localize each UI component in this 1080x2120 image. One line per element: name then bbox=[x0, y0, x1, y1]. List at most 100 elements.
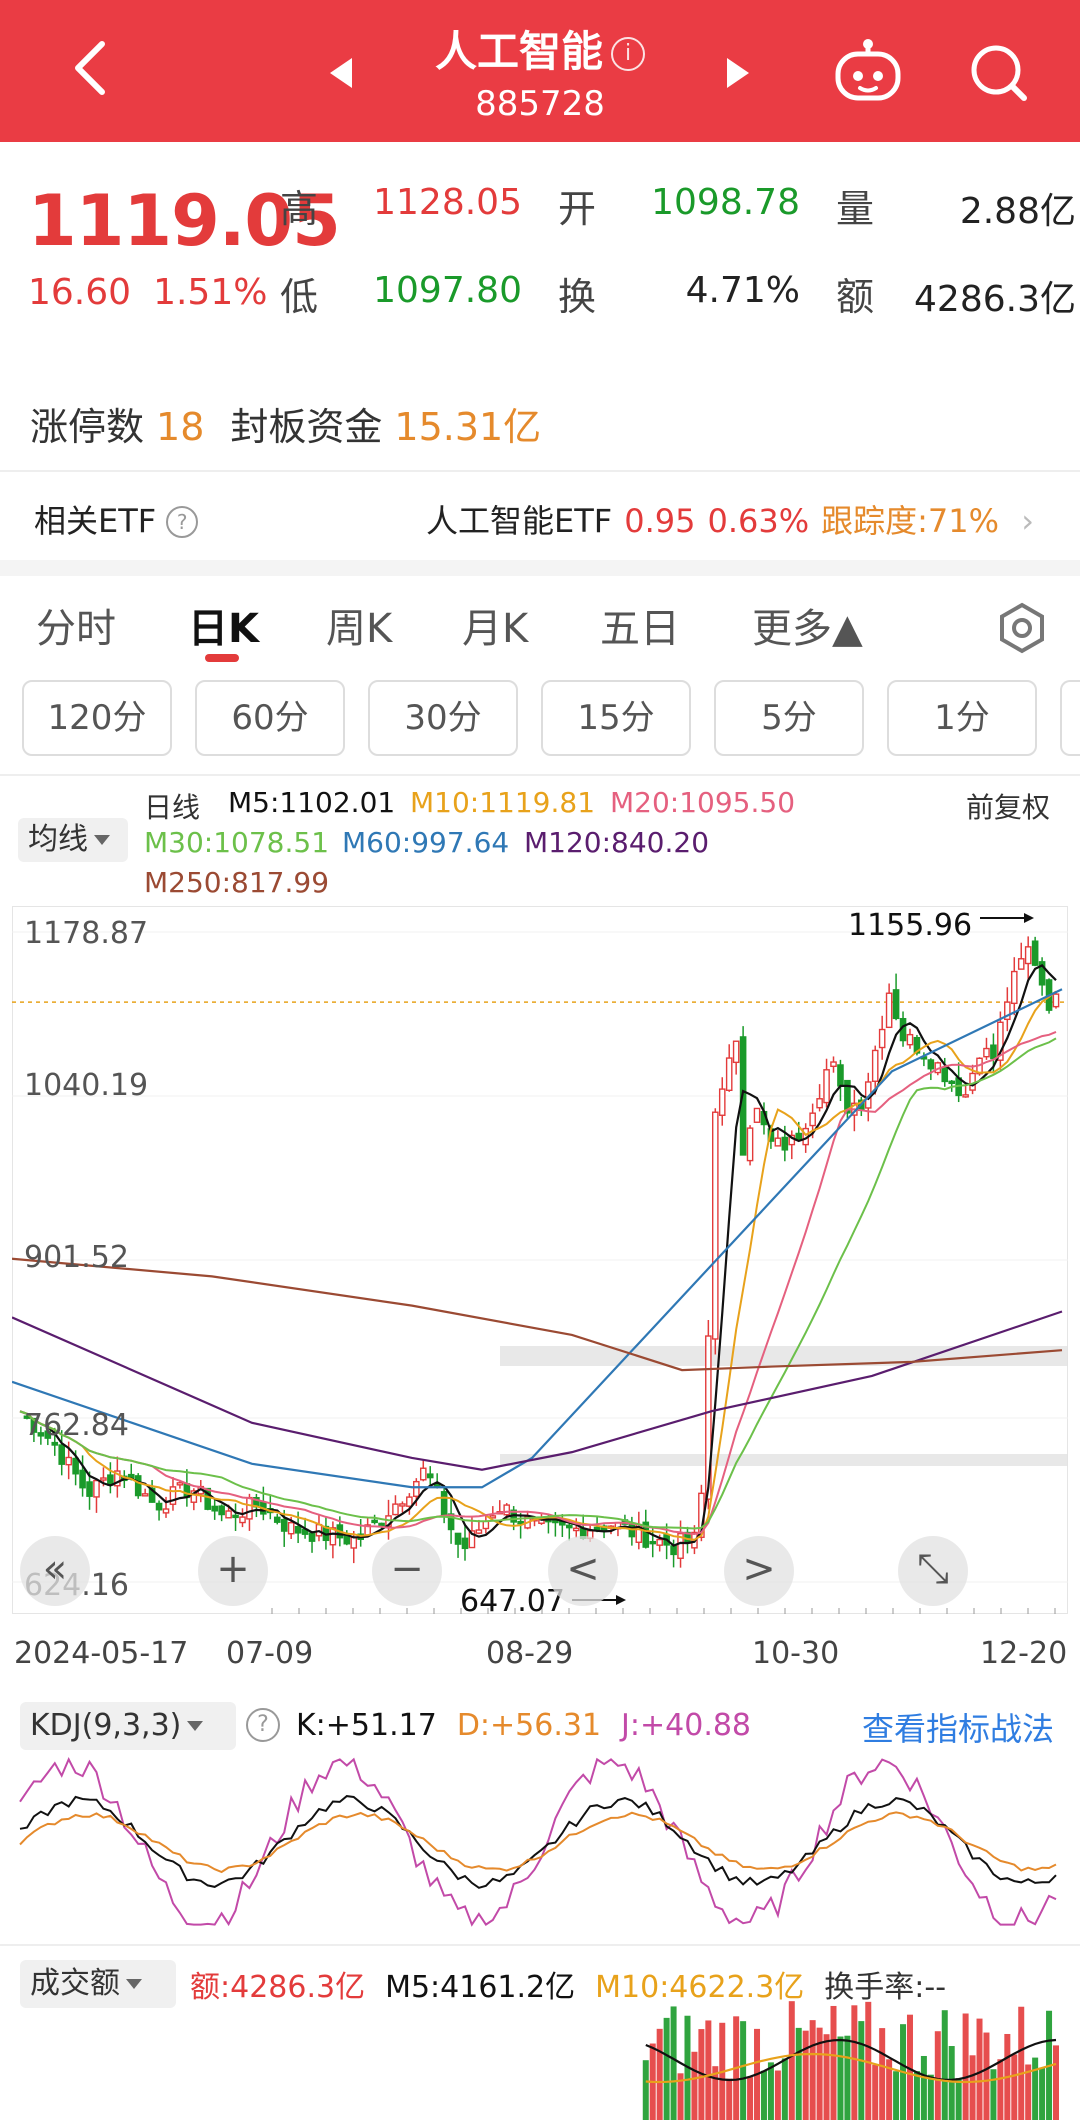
interval-120m[interactable]: 120分 bbox=[22, 680, 172, 756]
robot-assistant-icon[interactable] bbox=[832, 38, 904, 104]
candle-body bbox=[732, 1040, 740, 1064]
scroll-left-button[interactable]: < bbox=[548, 1536, 618, 1606]
ma20-line bbox=[19, 1030, 1057, 1536]
max-price-label: 1155.96 bbox=[848, 908, 973, 943]
ma250-value: M250:817.99 bbox=[144, 866, 330, 899]
kdj-values: K:+51.17 D:+56.31 J:+40.88 bbox=[296, 1708, 752, 1743]
dropdown-icon bbox=[187, 1721, 204, 1731]
zoom-in-button[interactable]: + bbox=[198, 1536, 268, 1606]
candle-body bbox=[225, 1510, 232, 1519]
volume-bar bbox=[726, 2078, 733, 2120]
scroll-right-button[interactable]: > bbox=[724, 1536, 794, 1606]
candle-body bbox=[1052, 993, 1060, 1008]
x-tick-label: 10-30 bbox=[752, 1636, 840, 1671]
candle-body bbox=[371, 1519, 378, 1524]
divider bbox=[0, 1944, 1080, 1946]
x-tick-label: 08-29 bbox=[486, 1636, 574, 1671]
interval-30m[interactable]: 30分 bbox=[368, 680, 518, 756]
tab-weekly-k[interactable]: 周K bbox=[326, 606, 393, 652]
amount-value: 4286.3亿 bbox=[914, 279, 1076, 320]
candle-body bbox=[447, 1513, 455, 1531]
candle-body bbox=[454, 1532, 462, 1545]
tab-daily-k[interactable]: 日K bbox=[188, 606, 259, 652]
candle-body bbox=[1017, 958, 1025, 970]
prev-stock-icon[interactable] bbox=[330, 58, 352, 88]
interval-5m[interactable]: 5分 bbox=[714, 680, 864, 756]
next-stock-icon[interactable] bbox=[727, 58, 749, 88]
volume-bar bbox=[858, 2021, 865, 2120]
zoom-out-button[interactable]: − bbox=[372, 1536, 442, 1606]
kdj-selector[interactable]: KDJ(9,3,3) bbox=[20, 1702, 236, 1750]
volume-bar bbox=[865, 2001, 872, 2120]
candle-body bbox=[273, 1516, 281, 1523]
interval-more-edge[interactable] bbox=[1060, 680, 1080, 756]
candle-body bbox=[246, 1496, 253, 1520]
interval-selector: 120分 60分 30分 15分 5分 1分 bbox=[22, 680, 1080, 756]
interval-60m[interactable]: 60分 bbox=[195, 680, 345, 756]
volume-bar bbox=[1025, 2064, 1032, 2120]
open-value: 1098.78 bbox=[651, 182, 800, 223]
candle-body bbox=[399, 1503, 406, 1507]
candle-body bbox=[656, 1538, 663, 1546]
volume-bar bbox=[788, 2001, 795, 2120]
collapse-left-button[interactable]: « bbox=[20, 1536, 90, 1606]
candle-body bbox=[72, 1457, 79, 1475]
tab-more[interactable]: 更多▲ bbox=[752, 606, 863, 652]
max-arrow-head bbox=[1024, 913, 1034, 923]
related-etf-row[interactable]: 相关ETF? 人工智能ETF 0.95 0.63% 跟踪度:71% › bbox=[34, 502, 1034, 540]
ma10-value: M10:1119.81 bbox=[410, 786, 596, 819]
candle-body bbox=[280, 1518, 288, 1532]
volume-bar bbox=[837, 2036, 844, 2120]
volume-chart[interactable] bbox=[12, 1990, 1068, 2120]
y-tick-label: 1178.87 bbox=[24, 916, 149, 951]
tab-monthly-k[interactable]: 月K bbox=[462, 606, 529, 652]
volume-bar bbox=[941, 2010, 948, 2120]
volume-bar bbox=[844, 2035, 851, 2120]
help-icon[interactable]: ? bbox=[246, 1708, 280, 1742]
indicator-strategy-link[interactable]: 查看指标战法 bbox=[861, 1710, 1054, 1748]
volume-bar bbox=[802, 2030, 809, 2120]
volume-bar bbox=[927, 2074, 934, 2120]
info-icon[interactable]: i bbox=[611, 37, 645, 71]
candle-body bbox=[239, 1516, 246, 1524]
ma250-line bbox=[12, 1257, 1063, 1372]
period-tabs: 分时 日K 周K 月K 五日 更多▲ bbox=[0, 588, 1080, 668]
chevron-right-icon: › bbox=[1021, 502, 1034, 540]
candle-body bbox=[677, 1532, 684, 1559]
settings-icon[interactable] bbox=[996, 602, 1048, 654]
interval-15m[interactable]: 15分 bbox=[541, 680, 691, 756]
kdj-chart[interactable] bbox=[12, 1756, 1068, 1928]
ma10-line bbox=[19, 990, 1057, 1541]
candle-body bbox=[406, 1496, 413, 1507]
ma120-line bbox=[12, 1310, 1063, 1471]
back-icon[interactable] bbox=[60, 38, 120, 98]
candle-body bbox=[503, 1504, 511, 1516]
volume-selector[interactable]: 成交额 bbox=[20, 1960, 176, 2008]
volume-ma10-line bbox=[645, 2052, 1057, 2084]
candle-body bbox=[572, 1527, 580, 1532]
candle-body bbox=[232, 1514, 239, 1519]
candle-body bbox=[51, 1441, 59, 1446]
volume-bar bbox=[983, 2032, 990, 2120]
ma-selector[interactable]: 均线 bbox=[18, 818, 128, 862]
candle-body bbox=[58, 1444, 66, 1465]
search-icon[interactable] bbox=[966, 40, 1030, 104]
tab-five-day[interactable]: 五日 bbox=[600, 606, 680, 652]
candle-body bbox=[1031, 940, 1039, 966]
volume-ma5-line bbox=[645, 2038, 1057, 2082]
candle-body bbox=[329, 1527, 337, 1546]
volume-bar bbox=[893, 2071, 900, 2120]
candle-body bbox=[517, 1520, 524, 1525]
candle-body bbox=[990, 1044, 997, 1060]
kline-chart[interactable] bbox=[12, 906, 1068, 1614]
fullscreen-button[interactable]: ⤡ bbox=[898, 1536, 968, 1606]
volume-bar bbox=[962, 2013, 969, 2120]
min-arrow-head bbox=[616, 1595, 626, 1605]
adjust-mode[interactable]: 前复权 bbox=[966, 791, 1051, 824]
tab-intraday[interactable]: 分时 bbox=[36, 606, 116, 652]
interval-1m[interactable]: 1分 bbox=[887, 680, 1037, 756]
help-icon[interactable]: ? bbox=[166, 506, 199, 538]
volume-bar bbox=[851, 2005, 858, 2120]
volume-bar bbox=[781, 2058, 788, 2120]
turnover-value: 4.71% bbox=[685, 270, 800, 311]
